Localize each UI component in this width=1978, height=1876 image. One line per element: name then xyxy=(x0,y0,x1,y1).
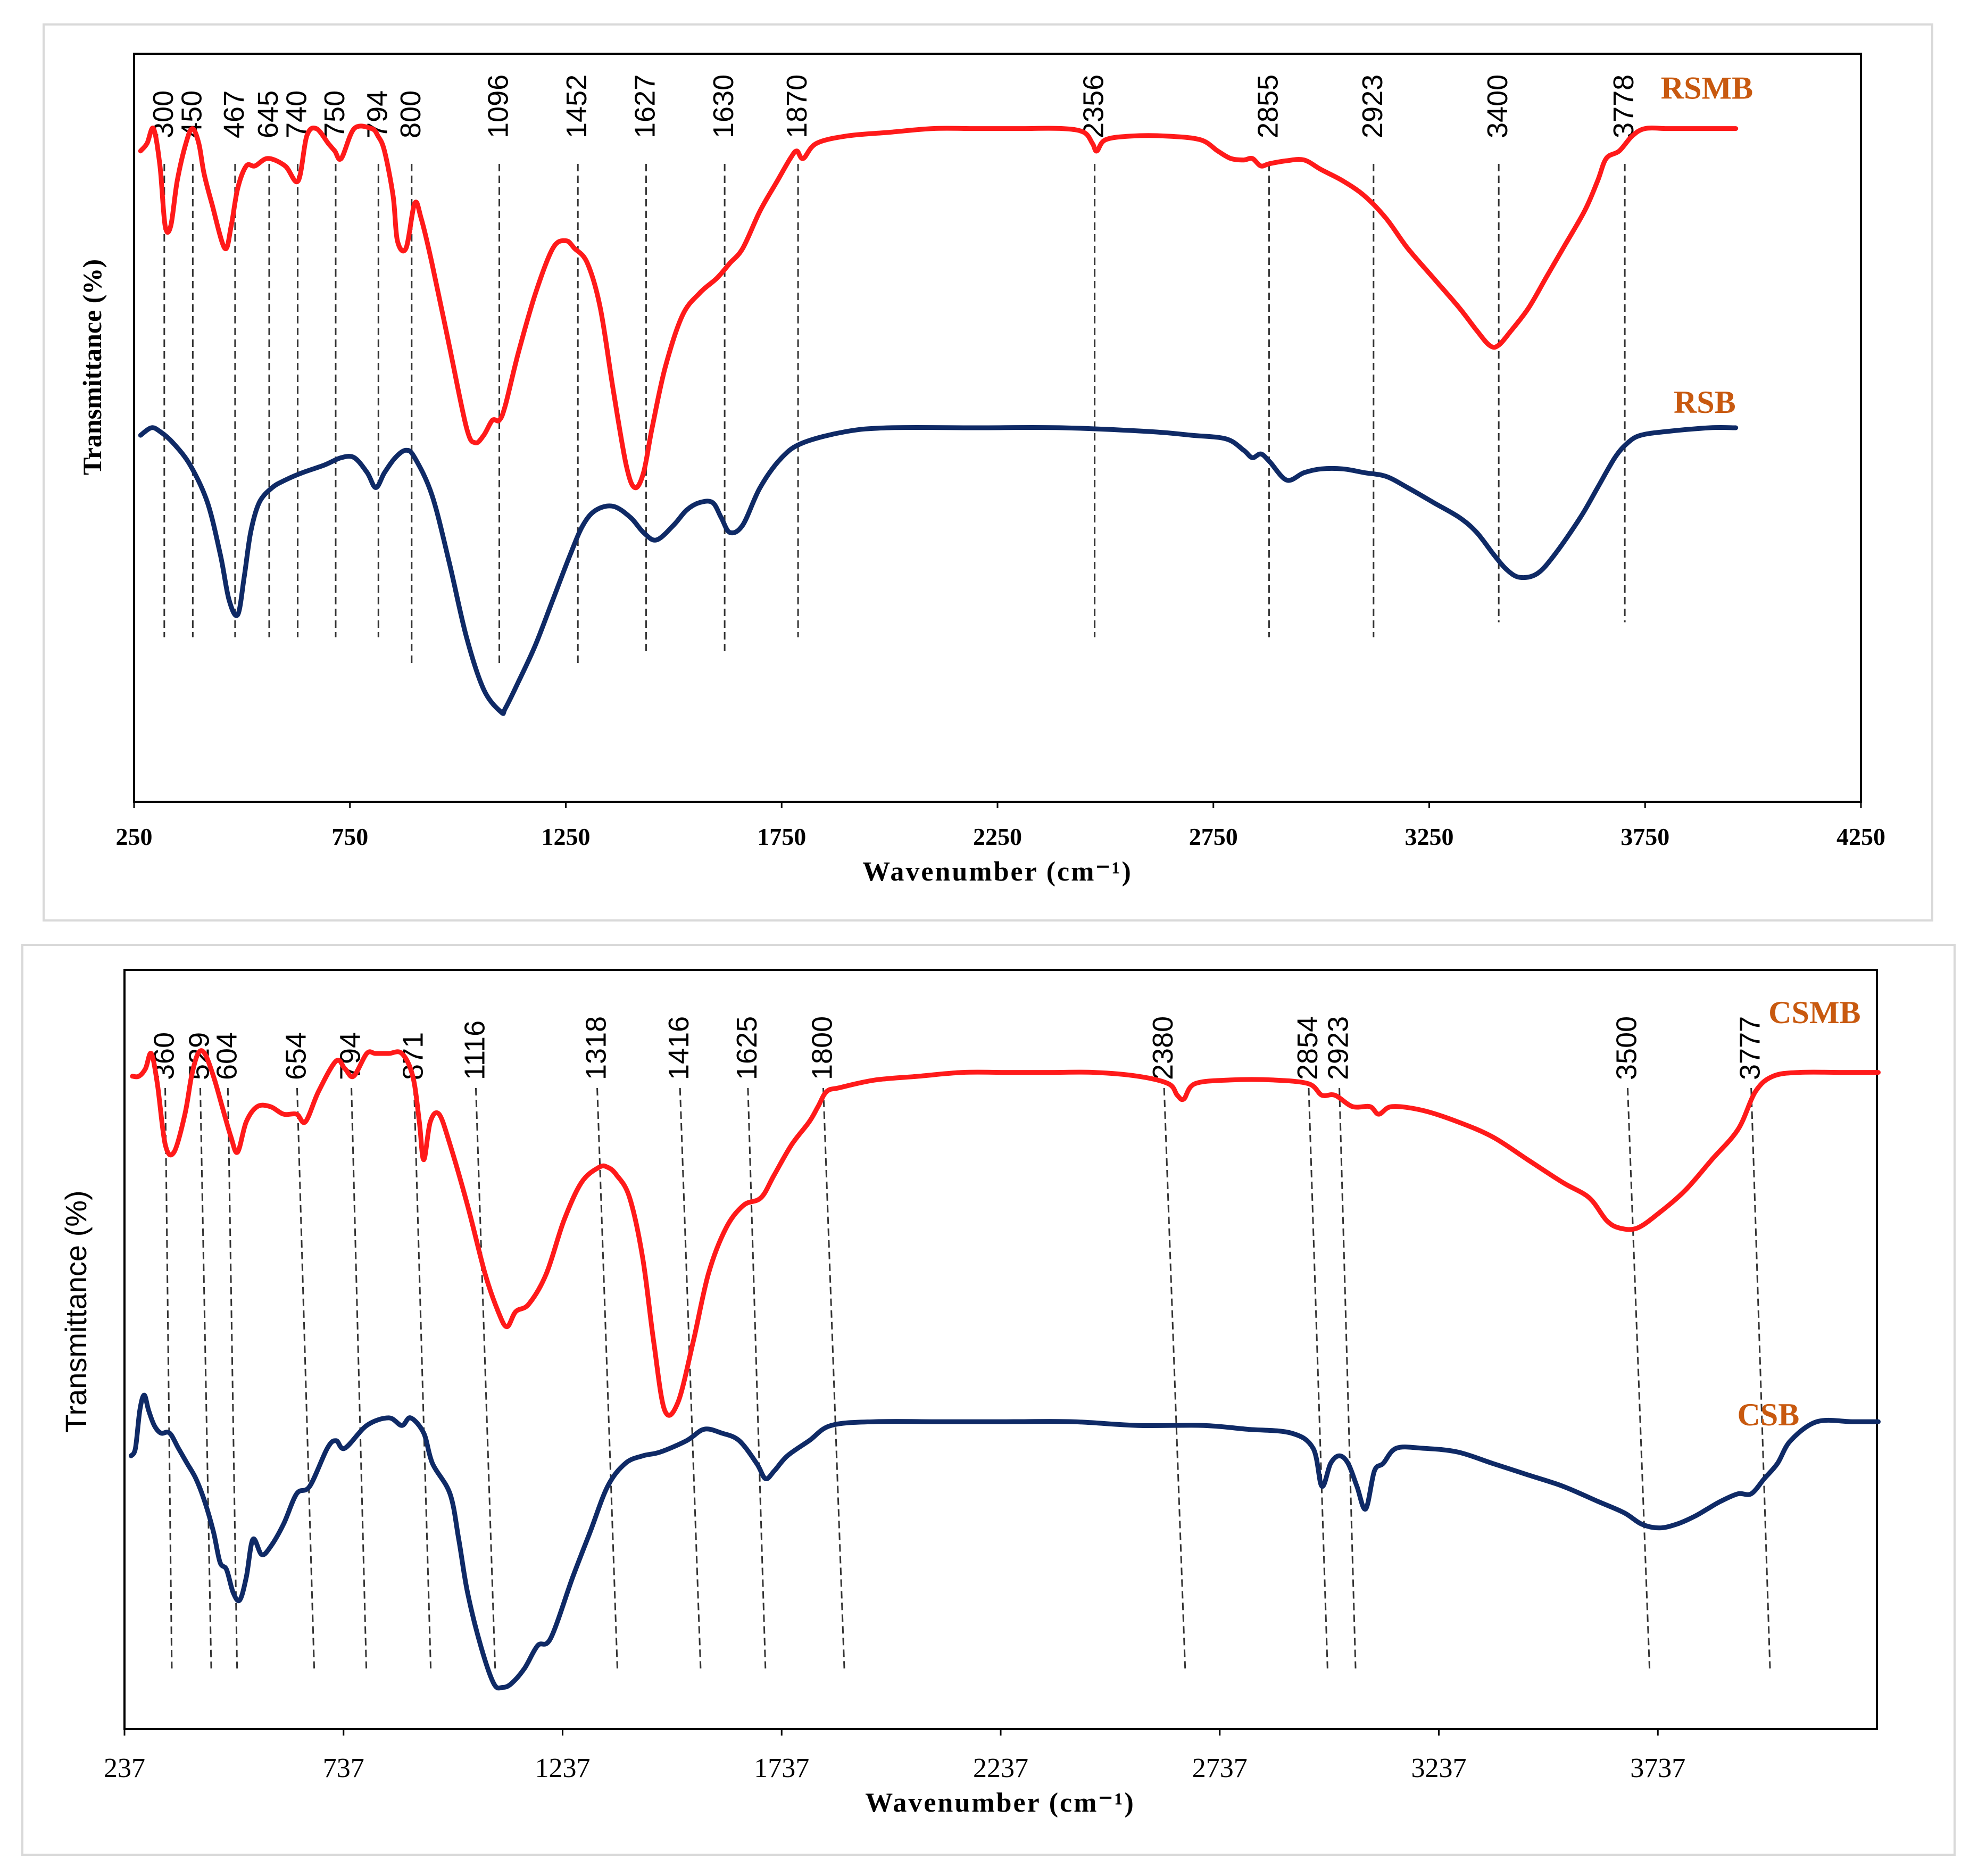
x-tick-label: 237 xyxy=(104,1753,145,1783)
peak-label: 1116 xyxy=(459,1020,491,1080)
peak-label: 2356 xyxy=(1078,74,1110,138)
peak-label: 1630 xyxy=(708,74,739,138)
x-tick-label: 3737 xyxy=(1630,1753,1685,1783)
x-tick-label: 737 xyxy=(323,1753,364,1783)
peak-guide-line xyxy=(596,1088,618,1669)
peak-label: 2923 xyxy=(1323,1016,1354,1080)
peak-label: 794 xyxy=(335,1032,367,1080)
series-label-csmb: CSMB xyxy=(1768,995,1860,1030)
peak-guide-line xyxy=(1626,1088,1651,1669)
x-tick-label: 3250 xyxy=(1405,823,1454,850)
series-line-csb xyxy=(128,1392,1881,1691)
x-axis-ticks: 250 750 1250 1750 2250 2750 3250 3750 4250 xyxy=(116,802,1885,850)
peak-guide-line xyxy=(199,1088,212,1669)
peak-label: 1096 xyxy=(483,74,514,138)
peak-label: 1452 xyxy=(561,74,593,138)
x-tick-label: 750 xyxy=(331,823,368,850)
peak-label: 645 xyxy=(252,90,284,138)
x-tick-label: 3237 xyxy=(1411,1753,1467,1783)
plot-area-frame xyxy=(123,969,1878,1730)
peak-guide-line xyxy=(1750,1088,1771,1669)
series-lines xyxy=(128,1048,1881,1691)
peak-label: 3778 xyxy=(1608,74,1640,138)
peak-label: 1627 xyxy=(629,74,661,138)
y-axis-label: Transmittance (%) xyxy=(59,1190,93,1432)
x-tick-label: 2237 xyxy=(973,1753,1028,1783)
peak-label: 2380 xyxy=(1147,1016,1179,1080)
series-label-rsb: RSB xyxy=(1674,385,1736,420)
peak-label: 654 xyxy=(280,1032,312,1080)
peak-guide-line xyxy=(351,1088,368,1669)
peak-guide-line xyxy=(164,1088,173,1669)
peak-label: 604 xyxy=(211,1032,243,1080)
panel-top-frame xyxy=(43,23,1933,922)
series-label-csb: CSB xyxy=(1738,1397,1800,1432)
peak-label: 1318 xyxy=(580,1016,612,1080)
x-axis-label: Wavenumber (cm⁻¹) xyxy=(865,1788,1135,1818)
x-tick-label: 2750 xyxy=(1189,823,1238,850)
x-tick-label: 1737 xyxy=(754,1753,809,1783)
peak-guide-line xyxy=(1308,1088,1328,1669)
peak-label: 3400 xyxy=(1482,74,1514,138)
peak-guide-line xyxy=(475,1088,496,1669)
peak-guide-line xyxy=(1163,1088,1186,1669)
peak-guide-line xyxy=(296,1088,315,1669)
peak-guide-line xyxy=(679,1088,702,1669)
peak-guide-line xyxy=(747,1088,767,1669)
series-line-csmb xyxy=(130,1048,1881,1418)
x-tick-label: 1237 xyxy=(535,1753,591,1783)
x-tick-label: 2250 xyxy=(973,823,1022,850)
peak-guide-line xyxy=(822,1088,845,1669)
series-label-rsmb: RSMB xyxy=(1661,70,1753,105)
series-line-rsb xyxy=(138,425,1739,716)
peak-guide-line xyxy=(413,1088,432,1669)
peak-guide-line xyxy=(1339,1088,1357,1669)
peak-guide-line xyxy=(227,1088,238,1669)
x-axis-label: Wavenumber (cm⁻¹) xyxy=(862,857,1133,887)
peak-label: 1870 xyxy=(781,74,813,138)
peak-label: 2923 xyxy=(1357,74,1389,138)
peak-label: 3777 xyxy=(1734,1016,1766,1080)
panel-bottom-frame xyxy=(21,944,1956,1856)
peak-label: 2855 xyxy=(1252,74,1284,138)
x-tick-label: 1250 xyxy=(542,823,591,850)
series-lines xyxy=(138,123,1739,716)
peak-label: 1625 xyxy=(731,1016,763,1080)
x-tick-label: 250 xyxy=(116,823,153,850)
peak-label: 1800 xyxy=(807,1016,838,1080)
x-tick-label: 2737 xyxy=(1192,1753,1248,1783)
peak-label: 467 xyxy=(218,90,250,138)
peak-label: 750 xyxy=(319,90,351,138)
peak-label: 1416 xyxy=(663,1016,695,1080)
peak-label: 2854 xyxy=(1292,1016,1324,1080)
x-tick-label: 1750 xyxy=(757,823,806,850)
x-axis-ticks: 237 737 1237 1737 2237 2737 3237 3737 xyxy=(104,1729,1685,1783)
x-tick-label: 3750 xyxy=(1620,823,1669,850)
peak-label: 800 xyxy=(395,90,427,138)
y-axis-label: Transmittance (%) xyxy=(77,259,107,475)
peak-label: 3500 xyxy=(1610,1016,1642,1080)
x-tick-label: 4250 xyxy=(1836,823,1885,850)
series-line-rsmb xyxy=(138,123,1739,491)
